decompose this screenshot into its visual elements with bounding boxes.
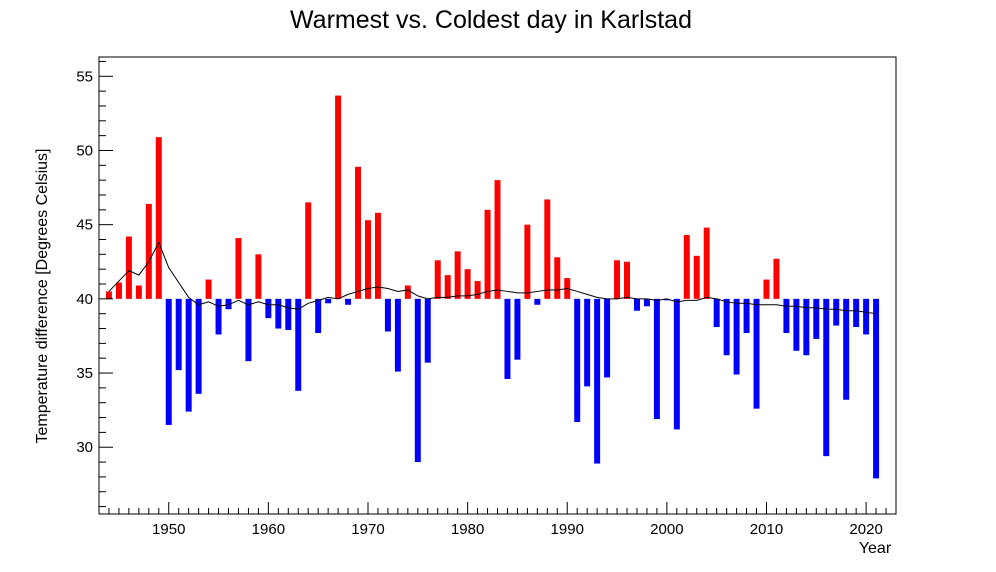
bar-1997 [633,298,640,311]
bar-1993 [594,298,601,464]
bar-1963 [295,298,302,391]
bar-2014 [803,298,810,356]
bar-1948 [145,203,152,299]
bar-1961 [275,298,282,329]
bar-1960 [265,298,272,319]
bar-1970 [365,220,371,299]
bar-2000 [663,298,670,301]
bar-1980 [464,269,471,299]
bar-1965 [315,298,322,333]
bar-1985 [514,298,521,360]
bar-2005 [713,298,720,328]
bar-1945 [115,282,122,299]
bar-1954 [205,279,212,299]
bar-2015 [813,298,820,339]
bar-2009 [753,298,760,409]
bar-2011 [773,258,780,299]
x-tick-label-1970: 1970 [351,521,384,538]
bar-2017 [833,298,840,326]
x-tick-label-1950: 1950 [152,521,185,538]
bar-1955 [215,298,222,335]
bar-2010 [763,279,770,299]
bar-1977 [434,260,441,299]
bar-1983 [494,180,501,299]
y-tick-label-55: 55 [76,68,93,85]
chart-title: Warmest vs. Coldest day in Karlstad [290,6,692,34]
bar-2004 [703,227,710,299]
x-tick-label-1980: 1980 [451,521,484,538]
y-tick-label-40: 40 [76,291,93,308]
bar-1968 [345,298,352,305]
y-tick-label-50: 50 [76,142,93,159]
bar-1944 [105,291,112,299]
bar-1994 [604,298,611,378]
bar-2020 [863,298,870,335]
bar-1971 [374,212,381,299]
bar-1987 [534,298,541,305]
bar-2007 [733,298,740,375]
bar-2019 [853,298,860,328]
bar-1995 [614,260,621,299]
bar-1969 [355,166,362,299]
bar-1996 [624,261,630,299]
bar-2006 [723,298,730,356]
bar-2018 [843,298,850,400]
y-tick-label-30: 30 [76,439,93,456]
x-axis-label: Year [859,540,892,557]
bar-1946 [125,236,132,299]
y-axis-label: Temperature difference [Degrees Celsius] [34,149,51,444]
bar-1989 [554,257,561,299]
bar-1947 [135,285,142,299]
y-tick-label-35: 35 [76,365,93,382]
bar-1959 [255,254,262,299]
bar-1951 [175,298,182,371]
bar-1986 [524,224,531,299]
bar-1992 [584,298,591,387]
bar-1975 [414,298,421,463]
bar-1979 [454,251,461,299]
bar-2003 [693,255,700,299]
bar-2001 [673,298,680,430]
bar-1998 [643,298,650,307]
bar-1967 [335,95,342,299]
bar-1991 [574,298,581,422]
bar-1982 [484,209,491,299]
bar-2016 [823,298,830,457]
x-tick-label-2000: 2000 [650,521,683,538]
bar-1957 [235,238,242,299]
bar-1974 [404,285,411,299]
bar-2021 [873,298,880,479]
bar-1976 [424,298,431,363]
bar-1949 [155,137,162,299]
bar-1988 [544,199,551,299]
bar-1973 [394,298,401,372]
bar-1981 [474,281,481,299]
x-tick-label-1990: 1990 [551,521,584,538]
bar-2008 [743,298,750,333]
bar-1953 [195,298,202,394]
bar-1972 [384,298,391,332]
bar-1966 [325,298,332,304]
bar-2002 [683,235,690,299]
x-tick-label-1960: 1960 [252,521,285,538]
bar-1964 [305,202,312,299]
bar-2012 [783,298,790,333]
bar-1962 [285,298,292,331]
x-tick-label-2010: 2010 [750,521,783,538]
bar-1984 [504,298,511,379]
bar-1956 [225,298,232,310]
x-tick-label-2020: 2020 [849,521,882,538]
bar-1999 [653,298,660,420]
trend-line [108,241,877,315]
bar-1950 [165,298,172,425]
bar-2013 [793,298,800,351]
y-tick-label-45: 45 [76,217,93,234]
bar-1952 [185,298,192,412]
bar-1958 [245,298,252,362]
bar-1978 [444,275,451,299]
